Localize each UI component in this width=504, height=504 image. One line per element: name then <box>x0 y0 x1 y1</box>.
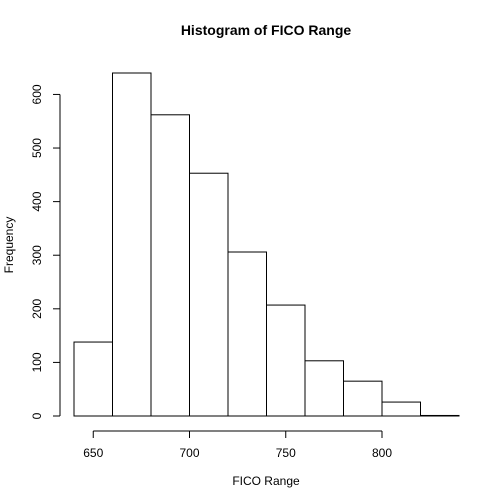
histogram-bar-680-700 <box>151 115 190 416</box>
y-tick-label-500: 500 <box>30 138 44 158</box>
histogram-bar-700-720 <box>190 173 229 416</box>
histogram-bar-800-820 <box>382 402 421 416</box>
histogram-bar-640-660 <box>74 342 113 416</box>
x-axis: 650 700 750 800 <box>83 431 392 460</box>
x-tick-label-800: 800 <box>372 446 392 460</box>
histogram-bar-720-740 <box>228 252 267 416</box>
y-tick-label-200: 200 <box>30 298 44 318</box>
histogram-bar-780-800 <box>344 381 383 416</box>
x-tick-label-650: 650 <box>83 446 103 460</box>
y-tick-label-300: 300 <box>30 245 44 265</box>
y-tick-label-100: 100 <box>30 352 44 372</box>
x-tick-label-750: 750 <box>276 446 296 460</box>
histogram-bar-740-760 <box>267 305 306 416</box>
y-axis-label: Frequency <box>2 217 16 274</box>
x-axis-label: FICO Range <box>232 474 300 488</box>
histogram-bar-660-680 <box>113 73 152 416</box>
histogram-bar-820-840 <box>421 415 460 416</box>
histogram-bar-760-780 <box>305 361 344 416</box>
x-tick-label-700: 700 <box>179 446 199 460</box>
y-tick-label-0: 0 <box>30 412 44 419</box>
chart-title: Histogram of FICO Range <box>181 22 352 38</box>
y-tick-label-600: 600 <box>30 84 44 104</box>
y-tick-label-400: 400 <box>30 191 44 211</box>
y-axis: 0 100 200 300 400 500 600 <box>30 84 60 419</box>
bars-group <box>74 73 459 416</box>
